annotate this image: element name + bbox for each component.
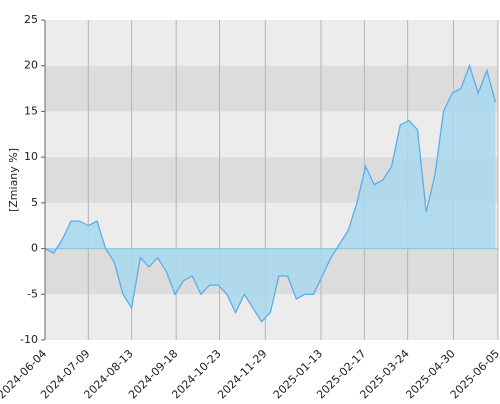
grid-band [45,20,498,66]
y-tick-label: 0 [31,242,38,255]
y-tick-label: 5 [31,196,38,209]
y-tick-label: 25 [24,13,38,26]
y-tick-label: 15 [24,104,38,117]
y-tick-label: -5 [27,287,38,300]
x-tick-label: 2024-11-29 [215,347,269,400]
y-tick-label: 10 [24,150,38,163]
grid-band [45,111,498,158]
line [44,63,497,323]
grid-band [45,65,498,112]
y-tick-label: 20 [24,59,38,72]
y-axis-label: [Zmiany %] [7,148,20,212]
y-tick-label: -10 [20,333,38,346]
